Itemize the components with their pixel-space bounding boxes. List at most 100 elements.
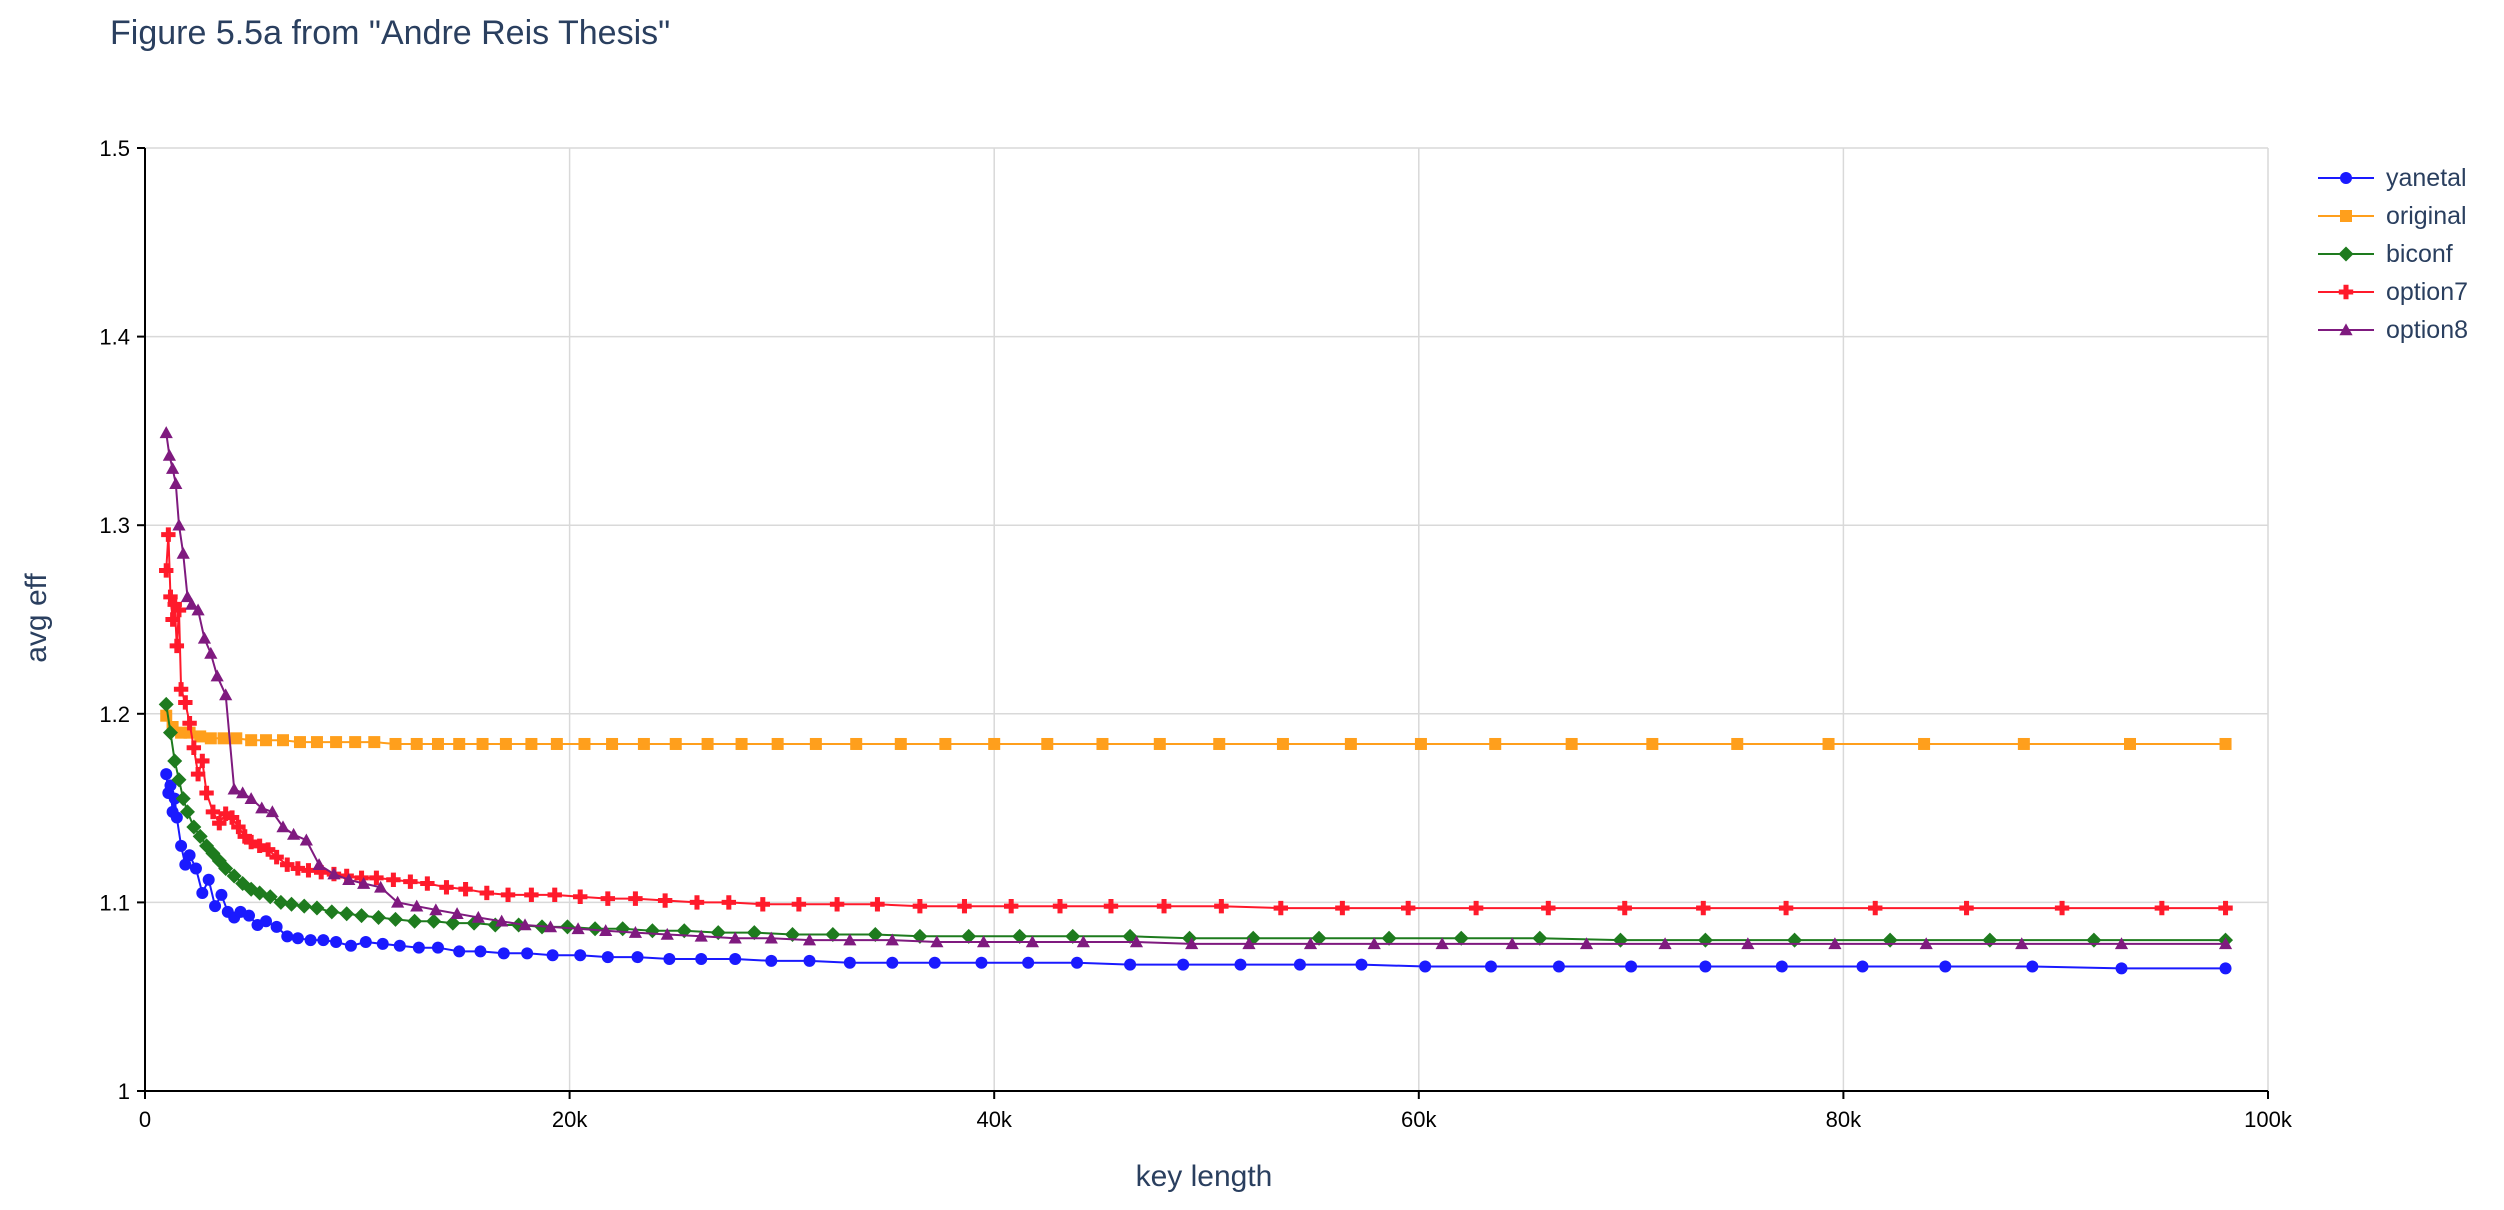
data-point: [159, 426, 173, 439]
data-point: [2340, 172, 2352, 184]
data-point: [180, 590, 195, 603]
data-point: [573, 889, 588, 904]
data-point: [1552, 960, 1565, 973]
data-point: [202, 873, 215, 886]
data-point: [957, 898, 972, 914]
data-point: [386, 872, 401, 887]
data-point: [728, 931, 742, 944]
data-point: [376, 937, 389, 950]
data-point: [1242, 937, 1256, 950]
data-point: [961, 928, 977, 944]
series-line: [165, 704, 2226, 942]
data-point: [273, 894, 289, 910]
data-point: [172, 518, 186, 531]
data-point: [453, 945, 466, 958]
data-point: [192, 828, 208, 844]
data-point: [1617, 900, 1632, 916]
data-point: [317, 934, 330, 947]
data-point: [196, 886, 209, 899]
data-point: [412, 941, 425, 954]
legend[interactable]: yanetal original biconf option7 option8: [2318, 164, 2468, 344]
data-point: [1625, 960, 1638, 973]
data-point: [809, 737, 822, 750]
data-point: [226, 868, 242, 884]
legend-item-option7[interactable]: option7: [2318, 278, 2468, 306]
y-tick-label: 1.2: [99, 702, 130, 727]
legend-label: original: [2386, 202, 2467, 230]
data-point: [975, 956, 988, 969]
data-point: [1731, 737, 1744, 750]
data-point: [445, 915, 461, 931]
data-point: [324, 904, 340, 920]
data-point: [344, 939, 357, 952]
data-point: [1787, 932, 1803, 948]
data-point: [389, 737, 402, 750]
data-point: [695, 952, 708, 965]
data-point: [1022, 956, 1035, 969]
data-point: [391, 895, 405, 908]
data-point: [644, 923, 660, 939]
data-point: [165, 462, 180, 474]
data-point: [1122, 928, 1138, 944]
data-point: [1185, 937, 1199, 950]
data-point: [2114, 937, 2129, 950]
data-point: [825, 926, 841, 942]
data-point: [309, 900, 325, 916]
series-yanetal: [160, 768, 2232, 975]
data-point: [1052, 898, 1068, 914]
data-point: [870, 897, 885, 912]
data-point: [175, 791, 191, 807]
data-point: [178, 695, 193, 710]
data-point: [270, 920, 283, 933]
data-point: [1311, 930, 1327, 946]
data-point: [296, 898, 312, 914]
data-point: [175, 839, 188, 852]
data-point: [243, 909, 256, 922]
gridlines: [145, 147, 2269, 1091]
data-point: [599, 924, 613, 936]
data-point: [885, 933, 899, 946]
data-point: [1778, 900, 1794, 916]
data-point: [2339, 323, 2353, 336]
data-point: [701, 737, 714, 750]
data-point: [574, 949, 587, 962]
data-point: [2015, 937, 2029, 950]
legend-item-biconf[interactable]: biconf: [2318, 240, 2453, 268]
data-point: [1381, 930, 1397, 946]
data-point: [312, 858, 326, 870]
data-point: [2218, 900, 2233, 916]
data-point: [1741, 937, 1755, 950]
data-point: [499, 737, 512, 750]
data-point: [186, 819, 202, 835]
data-point: [521, 947, 534, 960]
series-option7: [159, 527, 2233, 916]
data-point: [637, 737, 650, 750]
data-point: [829, 897, 845, 912]
data-point: [1129, 935, 1144, 948]
data-point: [197, 631, 212, 644]
data-point: [170, 811, 183, 824]
data-point: [230, 732, 243, 745]
data-point: [628, 925, 643, 938]
data-point: [631, 951, 644, 964]
data-point: [2124, 737, 2137, 750]
data-point: [850, 737, 863, 750]
data-point: [236, 786, 250, 799]
data-point: [1565, 737, 1578, 750]
legend-item-option8[interactable]: option8: [2318, 316, 2468, 344]
legend-item-yanetal[interactable]: yanetal: [2318, 164, 2467, 192]
data-point: [209, 900, 222, 913]
data-point: [426, 913, 442, 929]
data-point: [176, 546, 190, 559]
data-point: [1868, 900, 1883, 916]
data-point: [1293, 958, 1306, 971]
legend-item-original[interactable]: original: [2318, 202, 2467, 230]
data-point: [1959, 900, 1974, 916]
legend-label: biconf: [2386, 240, 2453, 268]
data-point: [185, 597, 199, 610]
data-point: [663, 952, 676, 965]
data-point: [1012, 928, 1028, 944]
data-point: [231, 819, 246, 835]
data-point: [1103, 898, 1119, 914]
